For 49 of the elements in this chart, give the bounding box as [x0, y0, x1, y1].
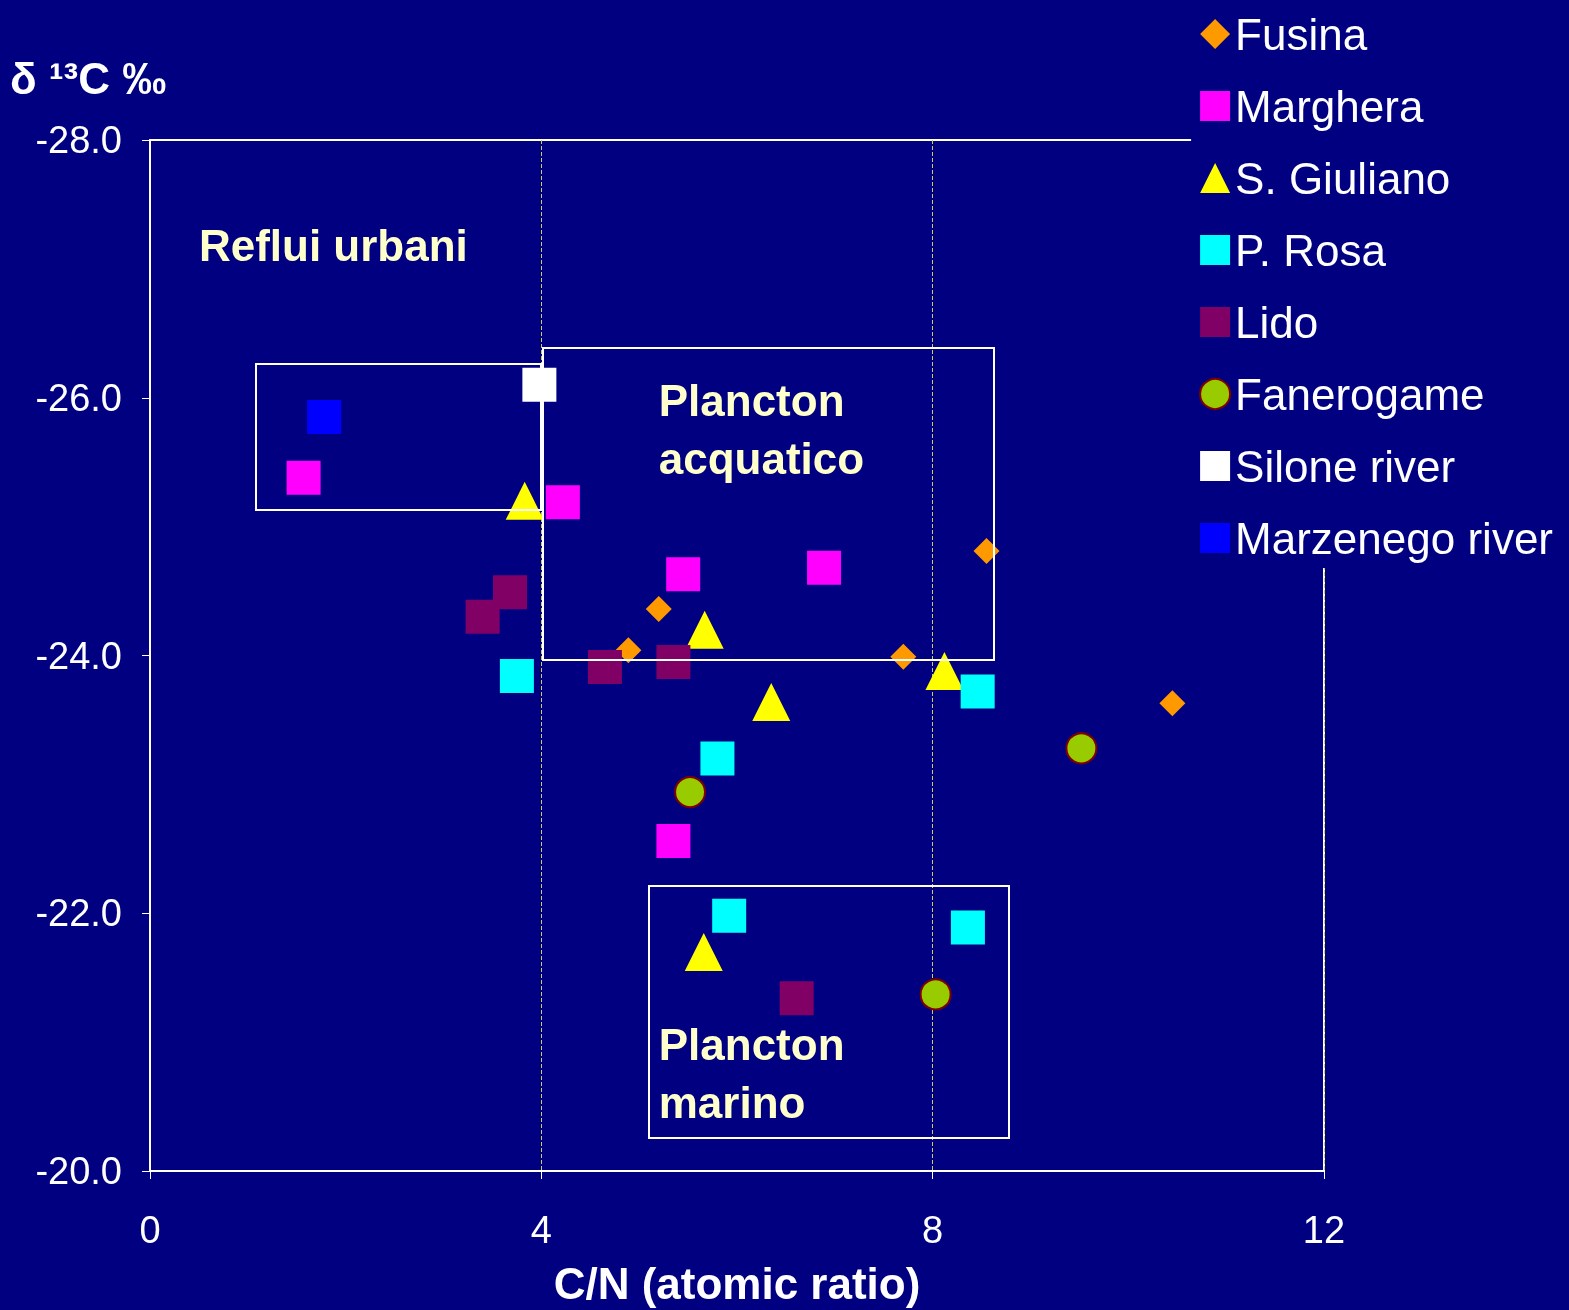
point [1065, 732, 1098, 765]
legend-label: P. Rosa [1235, 225, 1387, 275]
x-tick-label: 12 [1302, 1209, 1346, 1251]
point [656, 644, 691, 679]
legend-label: Marghera [1235, 81, 1424, 131]
point [307, 400, 342, 435]
point [919, 978, 952, 1011]
y-tick-label: -22.0 [35, 892, 122, 935]
legend-label: S. Giuliano [1235, 153, 1451, 203]
y-tick-label: -26.0 [35, 376, 122, 419]
point [674, 776, 707, 809]
point [1159, 690, 1186, 717]
x-tick-label: 4 [530, 1209, 552, 1251]
x-tick-label: 0 [139, 1209, 161, 1251]
legend-label: Lido [1235, 297, 1319, 347]
point [493, 575, 528, 610]
point [685, 610, 724, 649]
point [465, 599, 500, 634]
y-tick-label: -20.0 [35, 1150, 122, 1192]
point [545, 485, 580, 520]
point [950, 910, 985, 945]
legend-label: Fusina [1235, 9, 1368, 59]
point [499, 659, 534, 694]
point [807, 550, 842, 585]
legend-label: Silone river [1235, 441, 1456, 491]
x-tick-label: 8 [922, 1209, 944, 1251]
point [684, 932, 723, 971]
annotation: Reflui urbani [198, 220, 469, 273]
y-axis-title: δ ¹³C ‰ [10, 53, 167, 103]
point [700, 741, 735, 776]
y-tick-label: -28.0 [35, 119, 122, 161]
point [645, 596, 672, 623]
annotation: Plancton acquatico [658, 374, 866, 485]
y-tick-label: -24.0 [35, 634, 122, 677]
point [973, 538, 1000, 565]
point [656, 824, 691, 859]
point [286, 460, 321, 495]
point [925, 651, 964, 690]
point [960, 674, 995, 709]
point [587, 650, 622, 685]
legend-label: Marzenego river [1235, 513, 1553, 563]
annotation: Plancton marino [658, 1019, 846, 1130]
point [752, 682, 791, 721]
point [666, 557, 701, 592]
point [712, 898, 747, 933]
point [779, 981, 814, 1016]
legend-label: Fanerogame [1235, 369, 1485, 419]
x-axis-title: C/N (atomic ratio) [553, 1258, 921, 1308]
point [505, 481, 544, 520]
